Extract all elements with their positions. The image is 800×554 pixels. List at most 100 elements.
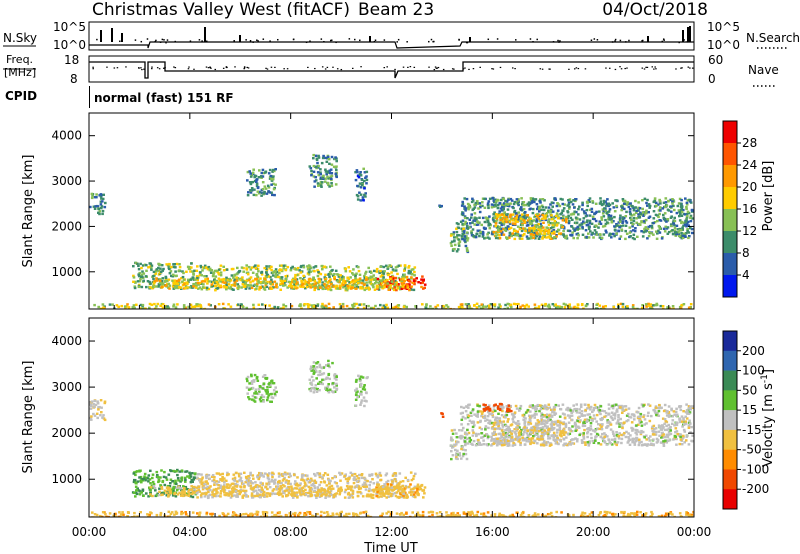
velocity-cell-0	[190, 478, 193, 482]
velocity-cell-1	[206, 482, 209, 485]
nave-dot	[573, 68, 576, 70]
velocity-cell-0	[174, 495, 178, 498]
power-cell-0	[160, 264, 164, 267]
power-cell-11	[326, 170, 329, 173]
power-cell-1	[302, 264, 305, 267]
velocity-cell-3	[153, 486, 157, 490]
power-cell-5	[612, 206, 616, 209]
power-cell-1	[207, 265, 211, 269]
ytick-label: 3000	[51, 174, 82, 188]
velocity-cell-1	[235, 471, 238, 475]
velocity-cell-1	[375, 492, 378, 496]
power-cell-5	[484, 216, 488, 219]
velocity-cell-1	[309, 477, 313, 480]
power-cell-4	[659, 304, 663, 308]
velocity-cell-1	[295, 482, 299, 485]
power-cell-8	[452, 231, 456, 234]
power-cell-11	[327, 177, 330, 180]
power-cell-5	[615, 204, 618, 208]
power-cell-5	[653, 221, 657, 224]
power-cell-4	[666, 306, 669, 309]
power-cell-8	[466, 237, 470, 240]
velocity-cell-3	[291, 489, 294, 492]
power-cell-3	[406, 284, 409, 287]
power-cell-5	[490, 206, 494, 209]
velocity-cell-2	[399, 492, 402, 495]
power-cell-1	[311, 285, 315, 289]
velocity-cell-1	[370, 473, 374, 476]
power-cell-5	[630, 205, 634, 208]
velocity-cell-1	[254, 484, 258, 487]
velocity-cell-0	[133, 491, 136, 494]
velocity-cell-4	[306, 510, 309, 514]
velocity-cell-0	[182, 485, 185, 488]
power-cell-5	[478, 234, 481, 238]
power-cell-5	[667, 199, 670, 203]
velocity-cell-1	[213, 483, 216, 486]
velocity-cell-4	[249, 512, 252, 516]
power-cell-5	[481, 201, 484, 204]
velocity-cell-0	[155, 470, 159, 474]
nave-dot	[434, 66, 437, 68]
velocity-cell-1	[277, 480, 280, 484]
velocity-cell-3	[152, 485, 156, 488]
velocity-cell-1	[262, 475, 265, 478]
velocity-cell-4	[548, 512, 552, 516]
nsearch-dot	[174, 40, 177, 43]
power-cell-1	[321, 287, 325, 291]
power-cell-3	[328, 279, 331, 283]
nave-dot	[462, 68, 465, 70]
power-cell-3	[326, 281, 330, 284]
velocity-cell-3	[398, 487, 401, 491]
power-cell-11	[334, 183, 338, 186]
power-cell-3	[388, 277, 392, 280]
power-cell-5	[471, 197, 474, 200]
power-cell-5	[621, 216, 625, 219]
velocity-cell-4	[348, 512, 351, 516]
power-cell-5	[595, 225, 598, 228]
velocity-cell-3	[165, 491, 168, 494]
velocity-cell-1	[353, 472, 357, 476]
power-cell-5	[542, 208, 546, 212]
power-cell-0	[182, 278, 186, 281]
velocity-cell-1	[290, 485, 293, 488]
velocity-cell-1	[249, 480, 252, 483]
power-cell-1	[312, 266, 316, 269]
power-cell-0	[133, 286, 137, 290]
power-cell-1	[305, 283, 309, 286]
velocity-cell-1	[277, 475, 281, 478]
velocity-cell-4	[550, 511, 553, 515]
velocity-cell-1	[359, 487, 363, 490]
nave-dot	[614, 68, 617, 71]
power-cell-1	[214, 275, 218, 278]
power-cell-6	[548, 236, 552, 240]
nsearch-dot	[374, 39, 377, 41]
power-cell-5	[618, 218, 622, 221]
power-cell-5	[685, 201, 689, 205]
power-cell-1	[369, 275, 373, 278]
velocity-cell-1	[302, 474, 306, 477]
power-cell-1	[207, 287, 211, 291]
power-cell-9	[99, 203, 103, 206]
velocity-cell-4	[630, 512, 633, 515]
nave-dot	[687, 66, 690, 68]
power-cell-11	[319, 176, 323, 179]
nave-dot	[234, 66, 236, 68]
power-cell-6	[523, 227, 527, 230]
power-cell-5	[597, 226, 600, 229]
velocity-cell-4	[431, 510, 435, 514]
velocity-cell-2	[397, 489, 400, 493]
power-cell-1	[199, 271, 202, 274]
velocity-cell-0	[134, 481, 137, 484]
nave-dot	[156, 67, 159, 69]
power-cell-1	[269, 275, 272, 279]
power-cell-5	[461, 200, 464, 204]
power-cell-5	[643, 221, 646, 224]
velocity-cell-0	[180, 479, 184, 482]
power-cell-4	[442, 304, 445, 308]
power-cell-5	[587, 236, 591, 239]
power-cell-5	[553, 221, 557, 225]
velocity-cell-4	[316, 512, 319, 516]
power-cell-5	[551, 210, 555, 213]
power-cell-6	[532, 227, 536, 230]
